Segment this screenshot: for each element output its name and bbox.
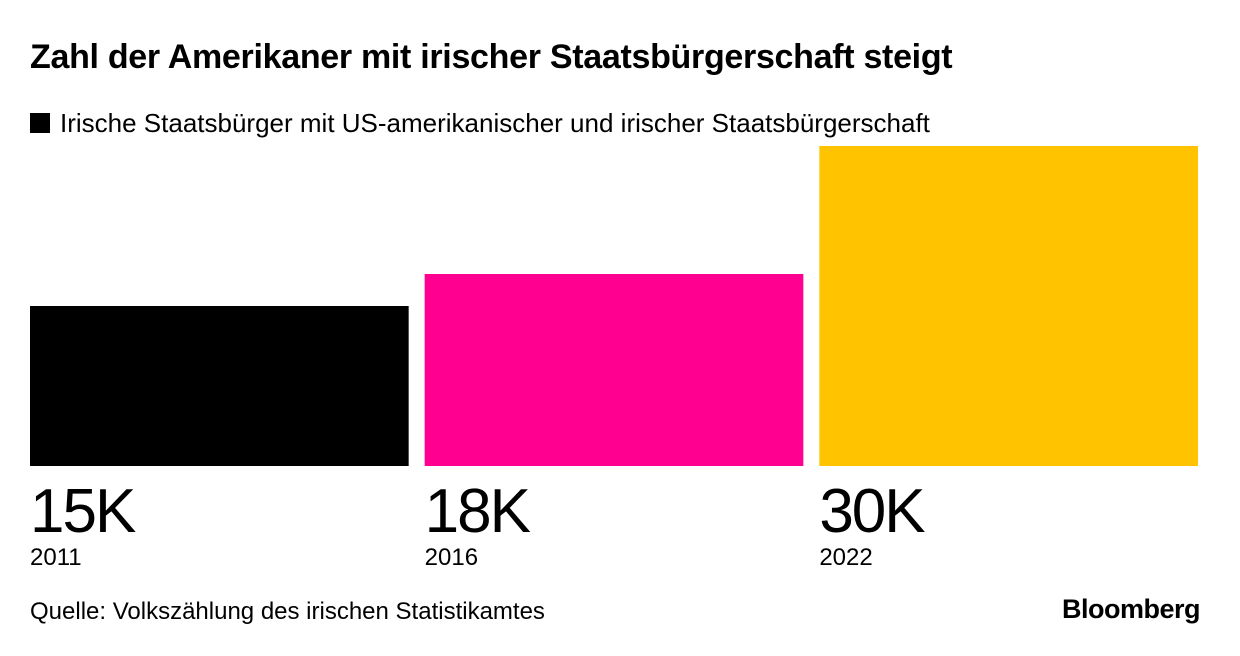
bar-2011 xyxy=(30,306,409,466)
chart-title: Zahl der Amerikaner mit irischer Staatsb… xyxy=(30,38,953,76)
legend-label: Irische Staatsbürger mit US-amerikanisch… xyxy=(60,107,930,138)
legend: Irische Staatsbürger mit US-amerikanisch… xyxy=(30,106,930,140)
category-label-2011: 2011 xyxy=(30,544,82,571)
category-label-2016: 2016 xyxy=(425,544,478,571)
value-label-2016: 18K xyxy=(425,477,531,546)
value-label-2011: 15K xyxy=(30,477,136,546)
legend-swatch xyxy=(30,113,50,133)
bloomberg-logo: Bloomberg xyxy=(1061,594,1201,624)
value-label-2022: 30K xyxy=(819,477,925,546)
bar-2016 xyxy=(424,274,804,466)
bar-2022 xyxy=(819,146,1198,466)
category-label-2022: 2022 xyxy=(819,544,872,571)
source-note: Quelle: Volkszählung des irischen Statis… xyxy=(30,598,545,625)
